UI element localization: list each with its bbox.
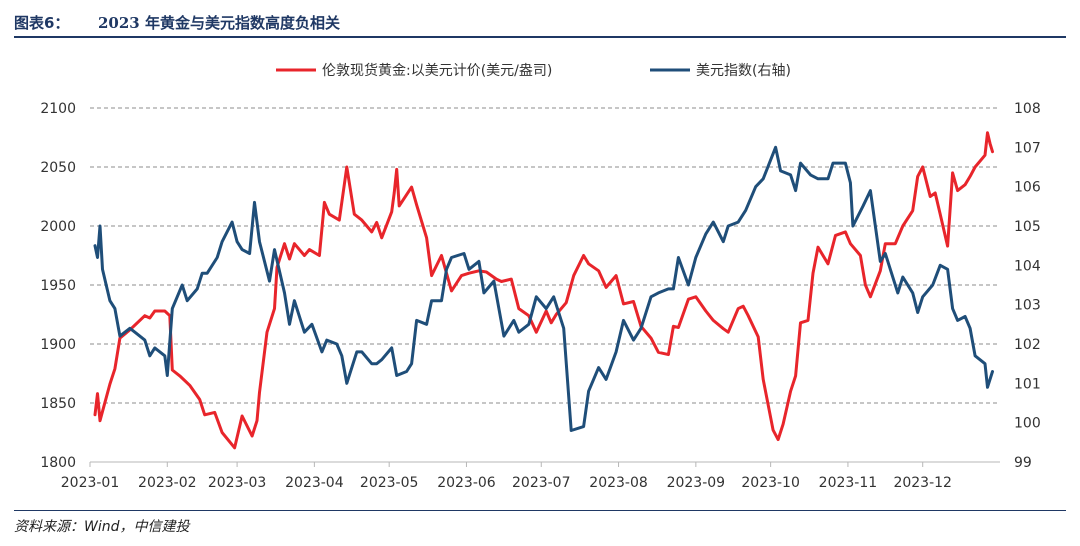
left-tick-label: 1900 xyxy=(40,337,76,353)
left-tick-label: 2000 xyxy=(40,219,76,235)
x-tick-label: 2023-07 xyxy=(512,475,571,491)
figure-title: 2023 年黄金与美元指数高度负相关 xyxy=(98,14,340,32)
title-divider xyxy=(14,36,1066,38)
right-tick-label: 107 xyxy=(1014,140,1041,156)
dollar-index-line xyxy=(93,145,994,432)
left-tick-label: 1850 xyxy=(40,396,76,412)
series-lines xyxy=(93,131,994,450)
right-tick-label: 100 xyxy=(1014,416,1041,432)
left-y-axis: 1800 1850 1900 1950 2000 2050 2100 xyxy=(40,101,76,471)
right-tick-label: 104 xyxy=(1014,258,1041,274)
grid-lines xyxy=(90,107,1000,463)
x-tick-label: 2023-01 xyxy=(61,475,120,491)
x-tick-label: 2023-06 xyxy=(437,475,496,491)
figure-label: 图表6： xyxy=(14,14,70,32)
left-tick-label: 2050 xyxy=(40,160,76,176)
legend-dollar-label: 美元指数(右轴) xyxy=(696,63,791,79)
x-tick-label: 2023-03 xyxy=(208,475,267,491)
source-note: 资料来源：Wind，中信建投 xyxy=(14,519,190,535)
chart-legend: 伦敦现货黄金:以美元计价(美元/盎司) 美元指数(右轴) xyxy=(276,62,791,79)
x-axis: 2023-01 2023-02 2023-03 2023-04 2023-05 2023-… xyxy=(61,462,952,491)
x-tick-label: 2023-08 xyxy=(589,475,648,491)
left-tick-label: 2100 xyxy=(40,101,76,117)
x-tick-label: 2023-11 xyxy=(819,475,878,491)
x-tick-label: 2023-12 xyxy=(893,475,952,491)
x-tick-label: 2023-05 xyxy=(360,475,419,491)
x-tick-label: 2023-04 xyxy=(285,475,344,491)
x-tick-label: 2023-02 xyxy=(138,475,197,491)
source-divider xyxy=(14,510,1066,511)
right-tick-label: 101 xyxy=(1014,376,1041,392)
right-tick-label: 105 xyxy=(1014,219,1041,235)
right-tick-label: 106 xyxy=(1014,180,1041,196)
figure-header: 图表6： 2023 年黄金与美元指数高度负相关 xyxy=(14,6,1066,38)
x-tick-label: 2023-10 xyxy=(741,475,800,491)
left-tick-label: 1950 xyxy=(40,278,76,294)
x-tick-label: 2023-09 xyxy=(667,475,726,491)
gold-vs-dollar-chart: 1800 1850 1900 1950 2000 2050 2100 99 100 101 102… xyxy=(40,62,1041,491)
right-y-axis: 99 100 101 102 103 104 105 106 107 108 xyxy=(1014,101,1041,471)
right-tick-label: 108 xyxy=(1014,101,1041,117)
right-tick-label: 102 xyxy=(1014,337,1041,353)
gold-price-line xyxy=(93,131,994,450)
legend-gold-label: 伦敦现货黄金:以美元计价(美元/盎司) xyxy=(322,62,552,79)
left-tick-label: 1800 xyxy=(40,455,76,471)
right-tick-label: 99 xyxy=(1014,455,1032,471)
right-tick-label: 103 xyxy=(1014,298,1041,314)
